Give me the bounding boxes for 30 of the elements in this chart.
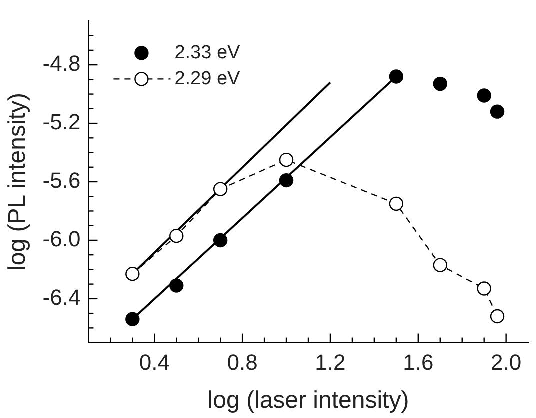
y-tick-label: -5.2 (42, 110, 81, 135)
point (279, 173, 294, 188)
y-tick-label: -5.6 (42, 168, 81, 194)
point (126, 266, 140, 282)
point (389, 196, 404, 212)
point (433, 258, 448, 272)
x-tick-label: 1.2 (315, 350, 346, 376)
point (433, 76, 448, 92)
y-axis-title: log (PL intensity) (4, 93, 32, 271)
point (389, 70, 404, 84)
x-tick-label: 2.0 (491, 350, 522, 376)
y-tick-label: -6.0 (42, 226, 81, 252)
point (279, 152, 294, 168)
x-tick-label: 1.6 (403, 350, 434, 376)
y-tick-label: -4.8 (42, 51, 81, 76)
x-tick-label: 0.4 (139, 350, 170, 376)
x-axis-title: log (laser intensity) (208, 387, 410, 414)
point (490, 104, 505, 119)
y-tick-label: -6.4 (42, 285, 81, 310)
x-tick-label: 0.8 (227, 350, 258, 376)
legend-label: 2.33 eV (174, 42, 241, 64)
point (213, 182, 228, 196)
point (170, 278, 184, 293)
legend-label: 2.29 eV (174, 68, 241, 90)
point (213, 233, 228, 248)
point (477, 88, 492, 103)
point (170, 228, 184, 244)
point (490, 309, 505, 324)
point (477, 282, 492, 296)
point (126, 312, 140, 327)
